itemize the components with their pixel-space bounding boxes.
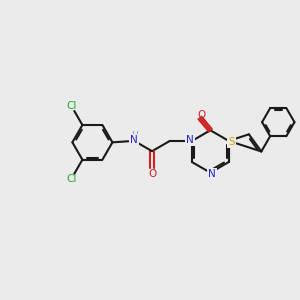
Text: Cl: Cl — [67, 174, 77, 184]
Text: Cl: Cl — [67, 101, 77, 111]
Text: N: N — [130, 135, 138, 145]
Text: O: O — [148, 169, 156, 178]
Text: O: O — [197, 110, 206, 120]
Text: N: N — [186, 135, 194, 145]
Text: N: N — [208, 169, 216, 179]
Text: H: H — [131, 131, 138, 140]
Text: S: S — [228, 137, 235, 147]
